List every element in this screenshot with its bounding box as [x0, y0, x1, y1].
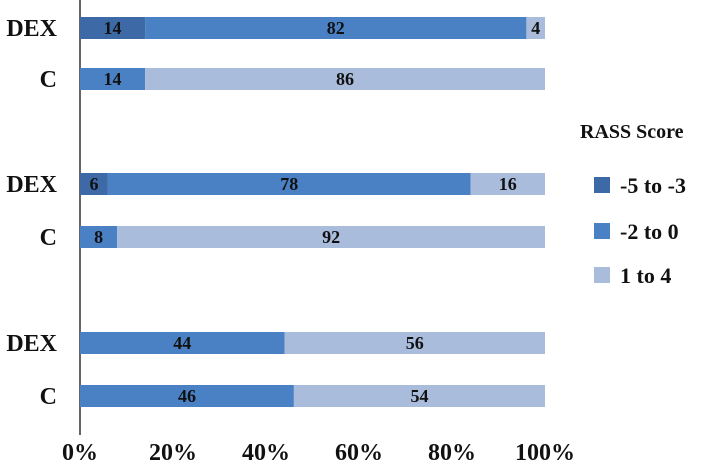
- bar-segment: [80, 173, 108, 195]
- category-label: DEX: [6, 16, 57, 42]
- legend-title: RASS Score: [580, 121, 684, 143]
- data-label: 92: [322, 227, 340, 247]
- x-tick-label: 60%: [335, 440, 383, 465]
- bar-segment: [80, 332, 285, 354]
- bar-segment: [107, 173, 471, 195]
- data-label: 56: [406, 333, 424, 353]
- data-label: 44: [173, 333, 191, 353]
- bar-segment: [117, 226, 545, 248]
- data-label: 86: [336, 69, 354, 89]
- bar-segment: [145, 68, 545, 90]
- x-tick-label: 80%: [428, 440, 476, 465]
- data-label: 4: [531, 18, 540, 38]
- data-label: 8: [94, 227, 103, 247]
- data-label: 14: [104, 18, 122, 38]
- category-label: C: [40, 67, 57, 93]
- category-label: DEX: [6, 331, 57, 357]
- legend-swatch: [594, 223, 610, 239]
- bar-segment: [80, 17, 146, 39]
- bar-segment: [80, 68, 146, 90]
- bar-segment: [284, 332, 545, 354]
- bar-segment: [80, 385, 294, 407]
- data-label: 78: [280, 174, 298, 194]
- x-tick-label: 20%: [149, 440, 197, 465]
- x-axis-ticks: 0% 20% 40% 60% 80% 100%: [62, 440, 575, 465]
- bar-segment: [470, 173, 545, 195]
- category-labels: DEX C DEX C DEX C: [6, 16, 57, 410]
- bar-segment: [526, 17, 545, 39]
- x-tick-label: 40%: [242, 440, 290, 465]
- category-label: DEX: [6, 172, 57, 198]
- category-label: C: [40, 384, 57, 410]
- data-label: 82: [327, 18, 345, 38]
- bar-segment: [293, 385, 545, 407]
- bar-group: 14824014866781608920445604654: [80, 17, 545, 407]
- data-label: 14: [104, 69, 122, 89]
- legend-entry: -2 to 0: [620, 219, 679, 244]
- data-label: 46: [178, 386, 196, 406]
- legend: RASS Score -5 to -3 -2 to 0 1 to 4: [580, 121, 686, 288]
- data-label: 16: [499, 174, 517, 194]
- data-label: 54: [410, 386, 428, 406]
- legend-swatch: [594, 177, 610, 193]
- legend-swatch: [594, 267, 610, 283]
- x-tick-label: 0%: [62, 440, 98, 465]
- data-label: 6: [89, 174, 98, 194]
- bar-segment: [80, 226, 118, 248]
- legend-entry: 1 to 4: [620, 263, 671, 288]
- bar-segment: [145, 17, 527, 39]
- x-tick-label: 100%: [515, 440, 575, 465]
- legend-entry: -5 to -3: [620, 173, 686, 198]
- category-label: C: [40, 225, 57, 251]
